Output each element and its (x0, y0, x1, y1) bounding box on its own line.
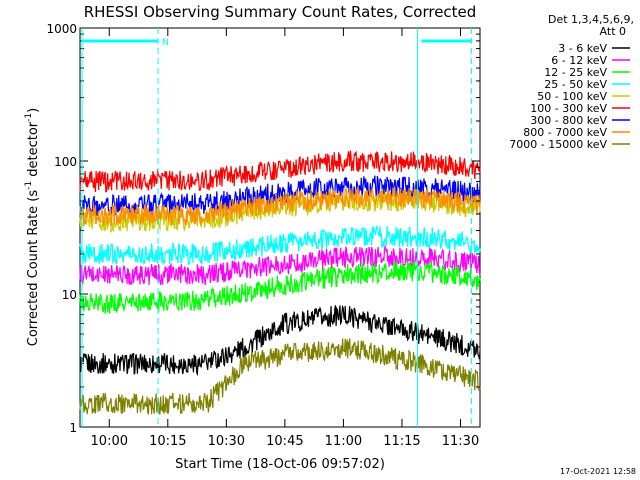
plot-frame (79, 27, 481, 428)
legend-label-6: 300 - 800 keV (530, 114, 607, 127)
y-tick-label-0: 1 (69, 421, 77, 435)
y-tick-label-1: 10 (62, 288, 77, 302)
legend-label-1: 6 - 12 keV (551, 54, 607, 67)
y-tick-label-3: 1000 (46, 22, 77, 36)
series-line-0 (79, 304, 481, 377)
chart-title: RHESSI Observing Summary Count Rates, Co… (84, 3, 477, 21)
legend-header: Det 1,3,4,5,6,9, (548, 13, 634, 26)
legend-label-2: 12 - 25 keV (544, 66, 607, 79)
legend-label-3: 25 - 50 keV (544, 78, 607, 91)
y-label-mid: detector (26, 121, 41, 181)
y-axis-label: Corrected Count Rate (s-1 detector-1) (24, 108, 41, 346)
x-axis-label: Start Time (18-Oct-06 09:57:02) (175, 457, 385, 472)
legend-sub: Att 0 (600, 25, 626, 38)
y-label-end: ) (26, 108, 41, 113)
x-tick-label-4: 11:00 (325, 434, 362, 449)
series-line-7 (79, 184, 481, 228)
series-line-6 (79, 175, 481, 217)
legend-label-5: 100 - 300 keV (530, 102, 607, 115)
x-tick-label-0: 10:00 (91, 434, 128, 449)
y-label-sup1: -1 (24, 181, 34, 190)
x-tick-label-2: 10:30 (208, 434, 245, 449)
series-line-2 (79, 260, 481, 314)
x-tick-label-5: 11:15 (383, 434, 420, 449)
night-label: N (162, 38, 169, 48)
legend-label-0: 3 - 6 keV (558, 42, 607, 55)
timestamp: 17-Oct-2021 12:58 (560, 467, 636, 476)
x-tick-label-1: 10:15 (149, 434, 186, 449)
series-line-5 (79, 150, 481, 193)
x-tick-label-3: 10:45 (266, 434, 303, 449)
y-tick-label-2: 100 (54, 155, 77, 169)
y-label-sup2: -1 (24, 113, 34, 122)
legend-label-4: 50 - 100 keV (537, 90, 607, 103)
legend-label-8: 7000 - 15000 keV (509, 138, 607, 151)
legend-label-7: 800 - 7000 keV (523, 126, 607, 139)
y-label-main: Corrected Count Rate (s (26, 190, 41, 347)
series-line-8 (79, 338, 481, 416)
series-line-1 (79, 244, 481, 287)
x-tick-label-6: 11:30 (442, 434, 479, 449)
series-line-3 (79, 225, 481, 267)
